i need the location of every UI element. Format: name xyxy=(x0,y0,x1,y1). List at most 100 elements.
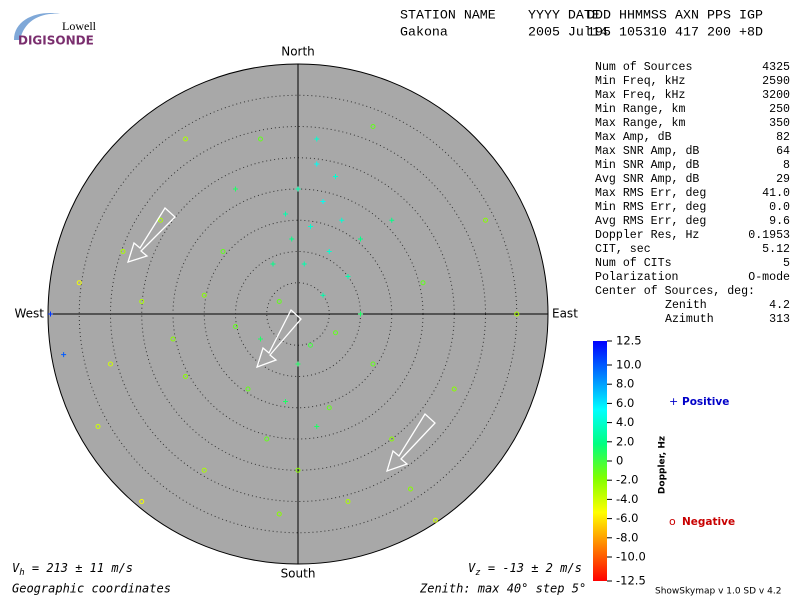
source-negative xyxy=(370,361,376,367)
header: STATION NAME Gakona YYYY DATE 2005 Jul14 DDD… xyxy=(400,8,763,40)
stat-value: 8 xyxy=(783,159,790,172)
stat-label: Polarization xyxy=(595,271,679,284)
north-label: North xyxy=(281,45,315,59)
source-negative xyxy=(389,436,395,442)
vh-sub: h xyxy=(19,568,24,578)
stat-value: 4325 xyxy=(762,61,790,74)
source-negative xyxy=(264,436,270,442)
header-value: Gakona xyxy=(400,25,448,40)
source-negative xyxy=(276,511,282,517)
source-negative xyxy=(333,330,338,336)
source-negative xyxy=(258,136,263,142)
stat-value: 350 xyxy=(769,117,790,130)
header-value: 105310 xyxy=(619,25,667,40)
source-positive xyxy=(295,186,301,192)
stat-value: 5.12 xyxy=(762,243,790,256)
stat-value: 5 xyxy=(783,257,790,270)
source-positive xyxy=(333,174,338,179)
vz: Vz = -13 ± 2 m/s xyxy=(468,561,582,578)
stat-label: Min Range, km xyxy=(595,103,685,116)
colorbar-tick-label: 10.0 xyxy=(616,358,642,372)
stat-label: Doppler Res, Hz xyxy=(595,229,699,242)
source-negative xyxy=(139,499,145,504)
source-negative xyxy=(245,386,251,392)
source-negative xyxy=(370,124,376,129)
stats-table: Num of Sources 4325 Min Freq, kHz 2590 Max F… xyxy=(595,61,790,326)
source-positive xyxy=(48,311,53,317)
colorbar-tick-label: -4.0 xyxy=(616,492,638,506)
source-positive xyxy=(314,136,320,142)
source-positive xyxy=(320,199,326,204)
source-negative xyxy=(201,292,207,298)
colorbar-tick-label: -8.0 xyxy=(616,530,638,544)
stat-label: Max RMS Err, deg xyxy=(595,187,706,200)
stat-label: Max Amp, dB xyxy=(595,131,672,144)
stat-value: 4.2 xyxy=(769,299,790,312)
header-label: YYYY DATE xyxy=(528,8,600,23)
source-negative xyxy=(220,249,226,254)
source-positive xyxy=(358,236,363,242)
header-value: 200 xyxy=(707,25,731,40)
velocity-arrows xyxy=(127,206,436,473)
header-value: 2005 Jul14 xyxy=(528,25,608,40)
stat-label: Zenith xyxy=(665,299,707,312)
legend-marker: + xyxy=(669,395,678,408)
source-negative xyxy=(95,424,101,429)
stat-label: Avg RMS Err, deg xyxy=(595,215,706,228)
legend-marker: o xyxy=(669,515,676,528)
stat-label: Max Freq, kHz xyxy=(595,89,685,102)
source-positive xyxy=(314,424,320,429)
source-positive xyxy=(339,217,345,223)
source-positive xyxy=(289,236,295,242)
header-value: 195 xyxy=(587,25,611,40)
arrow xyxy=(127,206,176,263)
south-label: South xyxy=(281,567,316,581)
source-positive xyxy=(233,186,238,192)
source-negative xyxy=(76,280,82,286)
source-positive xyxy=(301,261,307,267)
source-positive xyxy=(295,361,301,367)
source-positive xyxy=(326,249,332,254)
stat-label: Avg SNR Amp, dB xyxy=(595,173,699,186)
stat-label: Center of Sources, deg: xyxy=(595,285,755,298)
source-positive xyxy=(283,211,288,217)
colorbar-tick-label: 8.0 xyxy=(616,377,634,391)
source-negative xyxy=(326,405,332,411)
source-negative xyxy=(345,499,351,504)
stat-value: 9.6 xyxy=(769,215,790,228)
source-positive xyxy=(320,292,326,298)
vz-sub: z xyxy=(475,568,480,578)
source-positive xyxy=(283,399,288,404)
version: ShowSkymap v 1.0 SD v 4.2 xyxy=(655,587,781,597)
source-negative xyxy=(233,324,238,329)
source-negative xyxy=(514,311,520,317)
source-negative xyxy=(295,467,301,473)
header-value: +8D xyxy=(739,25,763,40)
logo-line2: DIGISONDE xyxy=(18,34,94,48)
header-label: STATION NAME xyxy=(400,8,496,23)
source-negative xyxy=(183,374,188,379)
stat-value: 64 xyxy=(776,145,790,158)
stat-value: 0.0 xyxy=(769,201,790,214)
stat-label: Max Range, km xyxy=(595,117,685,130)
stat-label: Min RMS Err, deg xyxy=(595,201,706,214)
source-negative xyxy=(183,136,188,142)
colorbar-tick-label: 0 xyxy=(616,454,623,468)
stat-label: CIT, sec xyxy=(595,243,651,256)
header-label: HHMMSS xyxy=(619,8,667,23)
logo-swoosh xyxy=(14,13,60,40)
source-negative xyxy=(139,299,145,304)
source-negative xyxy=(170,336,176,342)
source-positive xyxy=(358,311,363,317)
stat-label: Num of CITs xyxy=(595,257,672,270)
source-negative xyxy=(451,386,457,392)
stat-value: 41.0 xyxy=(762,187,790,200)
colorbar-tick-label: -10.0 xyxy=(616,550,646,564)
vh: Vh = 213 ± 11 m/s xyxy=(12,561,133,578)
colorbar-tick-label: 4.0 xyxy=(616,415,634,429)
source-negative xyxy=(308,342,313,348)
west-label: West xyxy=(14,307,44,321)
stat-label: Azimuth xyxy=(665,313,714,326)
stat-value: 313 xyxy=(769,313,790,326)
